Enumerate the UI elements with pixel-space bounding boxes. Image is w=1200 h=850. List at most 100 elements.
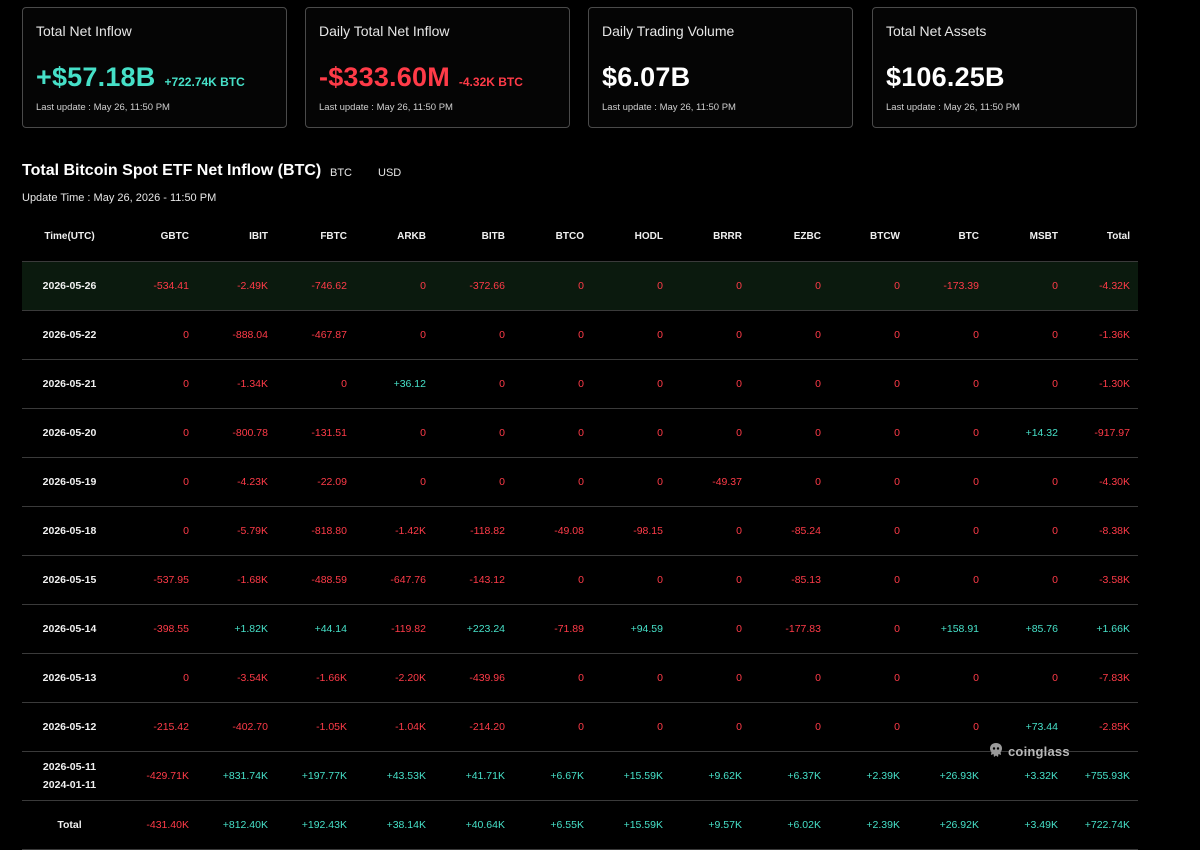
cell-ezbc: -85.13 (750, 555, 829, 605)
row-date: 2026-05-14 (22, 604, 117, 654)
cell-bitb: 0 (434, 408, 513, 458)
cell-btcw: 0 (829, 506, 908, 556)
cell-brrr: +9.57K (671, 800, 750, 850)
cell-fbtc: -746.62 (276, 261, 355, 311)
column-header-total[interactable]: Total (1066, 212, 1138, 262)
cell-fbtc: +192.43K (276, 800, 355, 850)
card-total-net-inflow: Total Net Inflow +$57.18B +722.74K BTC L… (22, 7, 287, 128)
card-sub-value: -4.32K BTC (458, 75, 523, 89)
column-header-msbt[interactable]: MSBT (987, 212, 1066, 262)
row-date: 2026-05-11 2024-01-11 (22, 751, 117, 801)
column-header-btcw[interactable]: BTCW (829, 212, 908, 262)
watermark-text: coinglass (1008, 743, 1070, 759)
row-date-text: 2026-05-13 (42, 672, 97, 684)
cell-arkb: -119.82 (355, 604, 434, 654)
cell-btc: 0 (908, 310, 987, 360)
cell-ibit: -3.54K (197, 653, 276, 703)
update-time: Update Time : May 26, 2026 - 11:50 PM (22, 192, 217, 204)
cell-total: -1.30K (1066, 359, 1138, 409)
cell-fbtc: 0 (276, 359, 355, 409)
cell-gbtc: -537.95 (117, 555, 197, 605)
cell-arkb: 0 (355, 457, 434, 507)
cell-ezbc: 0 (750, 359, 829, 409)
row-date: 2026-05-13 (22, 653, 117, 703)
cell-brrr: 0 (671, 359, 750, 409)
column-header-bitb[interactable]: BITB (434, 212, 513, 262)
cell-msbt: 0 (987, 506, 1066, 556)
cell-btco: 0 (513, 555, 592, 605)
cell-bitb: +41.71K (434, 751, 513, 801)
cell-btc: 0 (908, 359, 987, 409)
card-value: $106.25B (886, 62, 1005, 92)
row-date-text: 2026-05-20 (42, 427, 97, 439)
cell-hodl: 0 (592, 359, 671, 409)
cell-ezbc: +6.02K (750, 800, 829, 850)
column-header-fbtc[interactable]: FBTC (276, 212, 355, 262)
cell-bitb: 0 (434, 457, 513, 507)
cell-btc: +26.93K (908, 751, 987, 801)
column-header-brrr[interactable]: BRRR (671, 212, 750, 262)
cell-total: -7.83K (1066, 653, 1138, 703)
cell-arkb: 0 (355, 310, 434, 360)
cell-hodl: -98.15 (592, 506, 671, 556)
cell-ibit: +1.82K (197, 604, 276, 654)
column-header-hodl[interactable]: HODL (592, 212, 671, 262)
cell-ibit: -1.68K (197, 555, 276, 605)
cell-ibit: -888.04 (197, 310, 276, 360)
card-last-update: Last update : May 26, 11:50 PM (36, 102, 170, 113)
cell-hodl: 0 (592, 261, 671, 311)
table-row: 2026-05-11 2024-01-11 -429.71K +831.74K +197… (22, 751, 1138, 801)
cell-arkb: -2.20K (355, 653, 434, 703)
column-header-btc[interactable]: BTC (908, 212, 987, 262)
cell-btcw: 0 (829, 702, 908, 752)
cell-fbtc: -818.80 (276, 506, 355, 556)
coinglass-logo-icon (990, 743, 1002, 757)
cell-fbtc: -488.59 (276, 555, 355, 605)
cell-total: -4.32K (1066, 261, 1138, 311)
column-header-time-utc[interactable]: Time(UTC) (22, 212, 117, 262)
table-row: 2026-05-19 0 -4.23K -22.09 0 0 0 0 -49.37 0 0 0 0 -4.… (22, 457, 1138, 507)
cell-brrr: 0 (671, 702, 750, 752)
row-date: 2026-05-15 (22, 555, 117, 605)
column-header-ezbc[interactable]: EZBC (750, 212, 829, 262)
table-row: 2026-05-13 0 -3.54K -1.66K -2.20K -439.96 0 0 0 0… (22, 653, 1138, 703)
cell-arkb: 0 (355, 408, 434, 458)
cell-ibit: -800.78 (197, 408, 276, 458)
cell-btc: 0 (908, 555, 987, 605)
cell-bitb: -143.12 (434, 555, 513, 605)
cell-ibit: -1.34K (197, 359, 276, 409)
card-title: Daily Total Net Inflow (319, 23, 450, 39)
cell-btco: 0 (513, 653, 592, 703)
cell-brrr: 0 (671, 653, 750, 703)
cell-ezbc: 0 (750, 702, 829, 752)
column-header-btco[interactable]: BTCO (513, 212, 592, 262)
column-header-arkb[interactable]: ARKB (355, 212, 434, 262)
toggle-btc[interactable]: BTC (330, 167, 352, 179)
coinglass-watermark: coinglass (988, 742, 1070, 760)
cell-msbt: 0 (987, 653, 1066, 703)
cell-btcw: +2.39K (829, 800, 908, 850)
cell-btcw: 0 (829, 457, 908, 507)
cell-brrr: 0 (671, 261, 750, 311)
table-row: 2026-05-20 0 -800.78 -131.51 0 0 0 0 0 0 0 0 +14.32-… (22, 408, 1138, 458)
column-header-gbtc[interactable]: GBTC (117, 212, 197, 262)
cell-fbtc: -1.05K (276, 702, 355, 752)
cell-ezbc: -177.83 (750, 604, 829, 654)
table-row: 2026-05-21 0 -1.34K 0 +36.12 0 0 0 0 0 0 0 0 -1.30K (22, 359, 1138, 409)
row-date: 2026-05-12 (22, 702, 117, 752)
cell-gbtc: 0 (117, 408, 197, 458)
card-last-update: Last update : May 26, 11:50 PM (886, 102, 1020, 113)
table-row: 2026-05-26 -534.41 -2.49K -746.62 0 -372.66 0 0… (22, 261, 1138, 311)
column-header-ibit[interactable]: IBIT (197, 212, 276, 262)
card-title: Total Net Assets (886, 23, 987, 39)
table-row: 2026-05-14 -398.55 +1.82K +44.14 -119.82 +223… (22, 604, 1138, 654)
row-date-text: 2026-05-19 (42, 476, 97, 488)
cell-fbtc: +197.77K (276, 751, 355, 801)
cell-btco: 0 (513, 310, 592, 360)
toggle-usd[interactable]: USD (378, 167, 402, 179)
row-date-text: 2026-05-22 (42, 329, 97, 341)
cell-fbtc: -1.66K (276, 653, 355, 703)
row-date-text: 2026-05-26 (42, 280, 97, 292)
section-title: Total Bitcoin Spot ETF Net Inflow (BTC) (22, 162, 322, 179)
cell-ezbc: 0 (750, 310, 829, 360)
